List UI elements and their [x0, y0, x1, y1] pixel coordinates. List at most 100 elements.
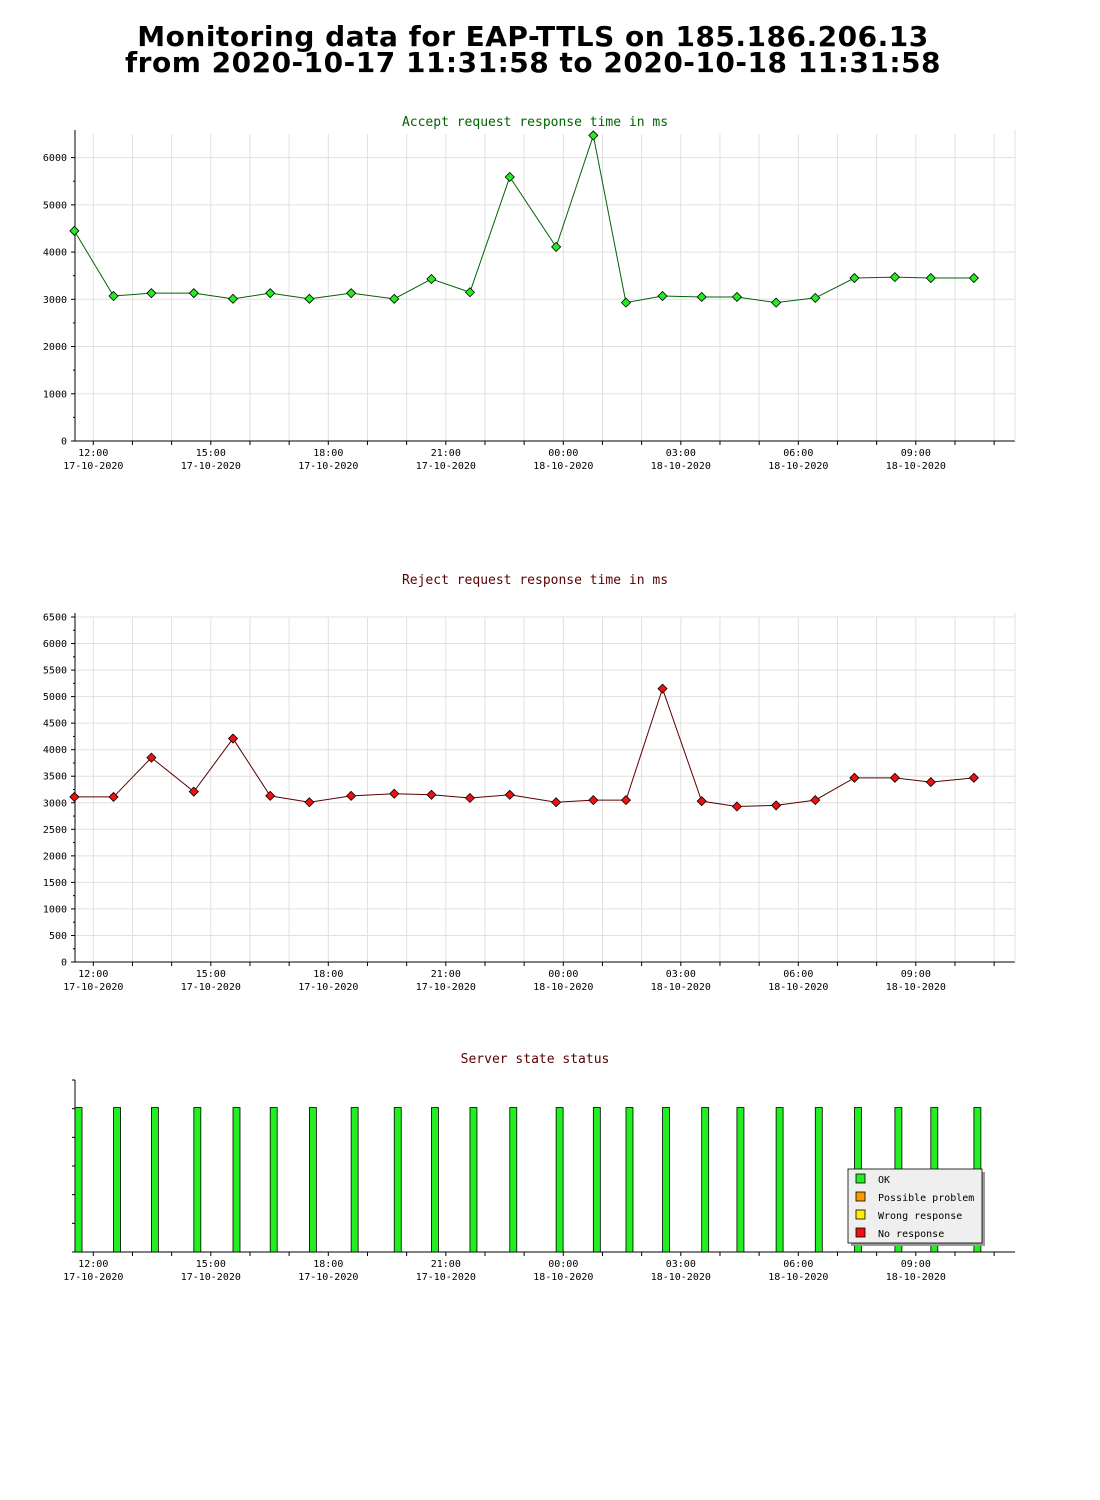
x-tick-time: 09:00: [901, 448, 931, 459]
data-point: [265, 288, 276, 299]
chart-title: Server state status: [461, 1052, 610, 1067]
x-tick-date: 18-10-2020: [651, 982, 711, 993]
y-tick-label: 4000: [43, 745, 67, 756]
x-tick-time: 15:00: [196, 1259, 226, 1270]
x-tick-time: 12:00: [78, 969, 108, 980]
x-tick-date: 18-10-2020: [651, 1272, 711, 1283]
x-tick-time: 03:00: [666, 1259, 696, 1270]
y-tick-label: 1000: [43, 904, 67, 915]
x-tick-date: 18-10-2020: [651, 461, 711, 472]
legend-label: No response: [878, 1229, 944, 1240]
x-tick-time: 21:00: [431, 1259, 461, 1270]
legend-label: Wrong response: [878, 1211, 962, 1222]
y-tick-label: 5000: [43, 692, 67, 703]
data-point: [188, 288, 199, 299]
data-point: [889, 772, 900, 783]
x-tick-date: 17-10-2020: [416, 1272, 476, 1283]
y-tick-label: 1000: [43, 389, 67, 400]
data-point: [146, 752, 157, 763]
x-tick-date: 18-10-2020: [533, 982, 593, 993]
data-point: [810, 292, 821, 303]
y-tick-label: 4000: [43, 248, 67, 259]
data-point: [464, 287, 476, 298]
data-point: [889, 272, 900, 283]
status-bar: [662, 1107, 670, 1253]
data-point: [849, 772, 860, 783]
data-point: [771, 800, 782, 811]
y-tick-label: 3000: [43, 798, 67, 809]
data-point: [389, 788, 400, 799]
status-bar: [625, 1107, 634, 1253]
status-bar: [113, 1107, 121, 1253]
x-tick-date: 17-10-2020: [63, 461, 123, 472]
y-tick-label: 3500: [43, 772, 67, 783]
x-tick-time: 09:00: [901, 969, 931, 980]
y-tick-label: 2000: [43, 342, 67, 353]
status-bar: [736, 1107, 745, 1253]
page-title-line2: from 2020-10-17 11:31:58 to 2020-10-18 1…: [124, 46, 942, 79]
x-tick-date: 18-10-2020: [768, 982, 828, 993]
y-tick-label: 6000: [43, 153, 67, 164]
data-point: [696, 291, 707, 303]
status-bar: [308, 1107, 317, 1253]
data-point: [227, 733, 239, 744]
y-tick-label: 0: [61, 437, 67, 448]
y-tick-label: 5000: [43, 200, 67, 211]
y-tick-label: 5500: [43, 666, 67, 677]
data-point: [426, 273, 437, 285]
x-tick-time: 00:00: [548, 1259, 578, 1270]
x-tick-time: 15:00: [196, 969, 226, 980]
data-point: [227, 293, 239, 304]
y-tick-label: 6500: [43, 613, 67, 624]
data-point: [620, 297, 632, 308]
data-point: [925, 777, 936, 788]
data-point: [551, 241, 562, 252]
x-tick-time: 15:00: [196, 448, 226, 459]
x-tick-time: 03:00: [666, 969, 696, 980]
x-tick-date: 17-10-2020: [63, 1272, 123, 1283]
y-tick-label: 2000: [43, 851, 67, 862]
y-tick-label: 4500: [43, 719, 67, 730]
data-point: [346, 790, 357, 801]
data-point: [968, 772, 979, 783]
data-point: [464, 792, 476, 804]
x-tick-time: 18:00: [313, 448, 343, 459]
data-point: [389, 293, 400, 304]
data-point: [810, 795, 821, 806]
x-tick-date: 17-10-2020: [298, 1272, 358, 1283]
x-tick-time: 18:00: [313, 969, 343, 980]
x-tick-date: 17-10-2020: [181, 1272, 241, 1283]
x-tick-date: 18-10-2020: [886, 1272, 946, 1283]
data-point: [968, 272, 979, 284]
status-bar: [592, 1107, 601, 1253]
x-tick-time: 06:00: [783, 969, 813, 980]
data-point: [657, 683, 668, 694]
y-tick-label: 6000: [43, 639, 67, 650]
series-line: [74, 687, 974, 807]
x-tick-time: 12:00: [78, 1259, 108, 1270]
x-tick-time: 06:00: [783, 1259, 813, 1270]
series-line: [73, 133, 974, 304]
page-title: Monitoring data for EAP-TTLS on 185.186.…: [0, 23, 1066, 79]
y-tick-label: 1500: [43, 878, 67, 889]
accept-response-chart: Accept request response time in ms 0 1000 2…: [43, 115, 1016, 472]
data-point: [588, 130, 599, 141]
x-tick-date: 17-10-2020: [181, 982, 241, 993]
legend-swatch: [855, 1209, 866, 1220]
legend-label: OK: [878, 1175, 890, 1186]
x-tick-date: 17-10-2020: [416, 982, 476, 993]
legend-label: Possible problem: [878, 1193, 974, 1204]
x-tick-date: 18-10-2020: [768, 1272, 828, 1283]
y-tick-label: 3000: [43, 295, 67, 306]
data-point: [731, 291, 743, 303]
x-tick-time: 12:00: [78, 448, 108, 459]
x-tick-time: 06:00: [783, 448, 813, 459]
status-bar: [509, 1107, 518, 1253]
x-tick-date: 18-10-2020: [533, 1272, 593, 1283]
y-tick-label: 500: [49, 931, 67, 942]
x-tick-time: 00:00: [548, 969, 578, 980]
data-point: [657, 290, 668, 302]
x-tick-time: 18:00: [313, 1259, 343, 1270]
x-tick-time: 03:00: [666, 448, 696, 459]
legend-swatch: [855, 1191, 866, 1202]
